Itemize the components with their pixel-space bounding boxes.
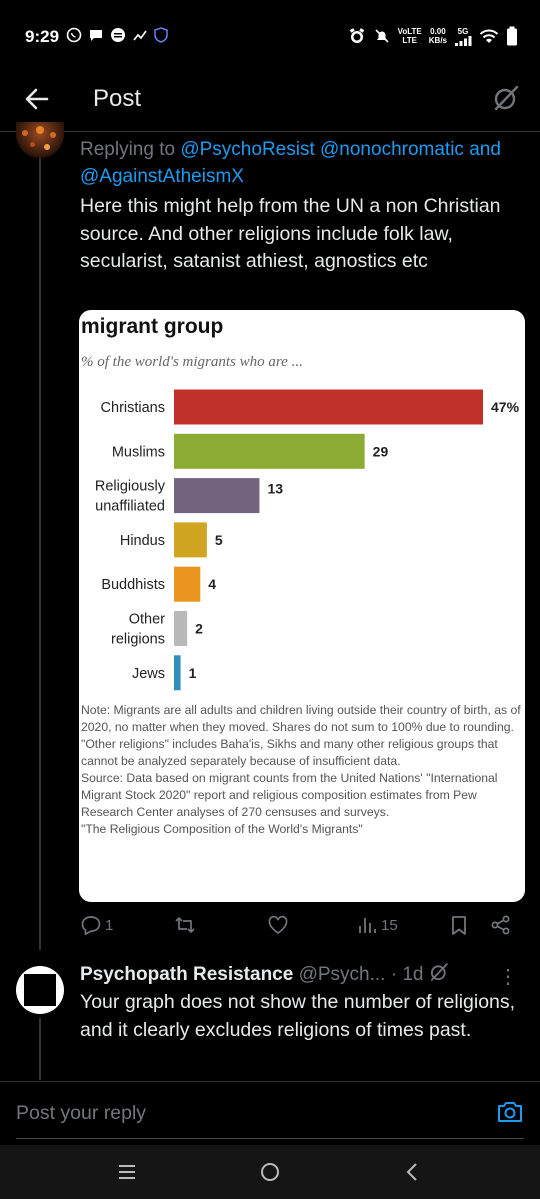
value-label: 2 [195, 621, 203, 637]
top-bar: Post [0, 72, 540, 132]
whatsapp-icon [66, 27, 82, 43]
retweet-icon [175, 917, 195, 933]
bar-hindus [174, 522, 207, 558]
chart-title: migrant group [81, 315, 224, 338]
mention-link[interactable]: @PsychoResist [180, 139, 315, 160]
bar-muslims [174, 433, 365, 469]
category-label: Christians [101, 400, 165, 416]
reply-button[interactable]: 1 [80, 914, 113, 936]
bookmark-icon [452, 916, 466, 935]
category-label: Religiously unaffiliated [95, 479, 166, 515]
alarm-icon [349, 28, 364, 43]
mention-link[interactable]: @AgainstAtheismX [80, 166, 244, 187]
category-label: Buddhists [101, 577, 165, 593]
reply-composer: Post your reply [0, 1081, 540, 1143]
shield-icon [154, 27, 168, 43]
value-label: 47% [491, 399, 520, 415]
tweet-actions: 1 15 [80, 914, 520, 944]
status-bar: 9:29 VoLTE LTE 0.00 KB/s 5G [0, 0, 540, 72]
avatar[interactable] [16, 966, 64, 1014]
grok-icon[interactable] [492, 84, 520, 112]
divider [16, 1138, 524, 1139]
timestamp: · 1d [390, 964, 424, 985]
bar-chart: Christians 47% Muslims 29 Religiously unaffil… [95, 389, 520, 691]
tweet-text: Your graph does not show the number of r… [80, 991, 516, 1041]
wifi-icon [479, 29, 499, 43]
like-button[interactable] [267, 914, 289, 936]
category-label: Hindus [120, 533, 165, 549]
chart-subtitle: % of the world's migrants who are ... [81, 354, 303, 370]
reply-icon [81, 916, 101, 936]
system-nav-bar [0, 1145, 540, 1199]
category-label: Other religions [111, 612, 165, 648]
display-name[interactable]: Psychopath Resistance [80, 964, 294, 985]
replying-to: Replying to @PsychoResist @nonochromatic… [80, 139, 501, 187]
bar-christians [174, 389, 483, 425]
nav-back-icon[interactable] [400, 1159, 426, 1185]
bookmark-button[interactable] [448, 914, 470, 936]
value-label: 13 [267, 481, 283, 497]
thread-line [39, 155, 41, 950]
share-icon [491, 915, 510, 935]
value-label: 1 [189, 665, 197, 681]
value-label: 4 [208, 576, 216, 592]
retweet-button[interactable] [174, 914, 196, 936]
bar-jews [174, 655, 181, 691]
handle[interactable]: @Psych... [298, 964, 386, 985]
network-type: 5G [454, 27, 472, 46]
views-icon [359, 918, 376, 933]
view-count: 15 [381, 916, 398, 934]
bar-other-religions [174, 611, 188, 646]
views-button[interactable]: 15 [356, 914, 398, 936]
reply-input[interactable]: Post your reply [16, 1102, 147, 1124]
recent-apps-icon[interactable] [114, 1159, 140, 1185]
tweet-text: Here this might help from the UN a non C… [80, 195, 501, 272]
status-time: 9:29 [25, 27, 60, 46]
notification-icons [66, 27, 168, 43]
category-label: Muslims [112, 444, 165, 460]
share-button[interactable] [490, 914, 512, 936]
activity-icon [133, 30, 147, 41]
grok-icon[interactable] [429, 962, 449, 982]
system-icons: VoLTE LTE 0.00 KB/s 5G [348, 26, 518, 46]
more-options-icon[interactable]: ⋮ [498, 966, 518, 988]
thread-line [39, 1018, 41, 1080]
tweet-header: Psychopath Resistance @Psych... · 1d [80, 962, 520, 988]
avatar[interactable] [16, 122, 64, 158]
mention-link[interactable]: @nonochromatic [320, 139, 464, 160]
app-icon [111, 28, 125, 42]
chart-source: Source: Data based on migrant counts fro… [81, 771, 498, 819]
volte-indicator: VoLTE LTE [397, 27, 422, 45]
mute-icon [375, 29, 389, 43]
chart-note-text: Note: Migrants are all adults and childr… [81, 703, 521, 768]
chart-footer: "The Religious Composition of the World'… [81, 822, 363, 836]
tweet-image-chart[interactable]: migrant group % of the world's migrants … [79, 310, 525, 902]
home-icon[interactable] [257, 1159, 283, 1185]
chat-icon [90, 30, 102, 41]
value-label: 29 [373, 443, 389, 459]
category-label: Jews [132, 666, 165, 682]
bar-religiously-unaffiliated [174, 478, 260, 514]
signal-icon [455, 35, 472, 46]
reply-count: 1 [105, 916, 114, 934]
chart-note: Note: Migrants are all adults and childr… [81, 702, 525, 838]
camera-icon[interactable] [496, 1098, 524, 1126]
back-arrow-icon[interactable] [22, 84, 52, 114]
value-label: 5 [215, 532, 223, 548]
heart-icon [268, 915, 288, 935]
bar-buddhists [174, 566, 201, 602]
page-title: Post [93, 85, 142, 112]
network-speed: 0.00 KB/s [428, 27, 447, 45]
battery-icon [507, 26, 517, 46]
